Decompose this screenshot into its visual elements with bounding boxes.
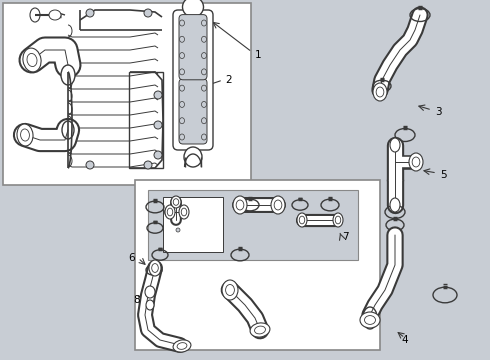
Ellipse shape — [154, 121, 162, 129]
Ellipse shape — [176, 228, 180, 232]
Ellipse shape — [144, 9, 152, 17]
Ellipse shape — [201, 36, 206, 42]
Bar — [163, 197, 223, 252]
FancyBboxPatch shape — [173, 10, 213, 150]
Ellipse shape — [179, 69, 185, 75]
Text: 4: 4 — [402, 335, 408, 345]
Bar — [129, 72, 163, 168]
Ellipse shape — [222, 280, 238, 300]
Ellipse shape — [182, 0, 203, 17]
Ellipse shape — [86, 9, 94, 17]
Text: 3: 3 — [435, 107, 441, 117]
Ellipse shape — [154, 91, 162, 99]
Ellipse shape — [61, 65, 75, 85]
Ellipse shape — [49, 10, 61, 20]
Ellipse shape — [201, 134, 206, 140]
Ellipse shape — [154, 151, 162, 159]
FancyBboxPatch shape — [179, 15, 207, 80]
Bar — [64, 72, 132, 168]
Ellipse shape — [149, 260, 161, 276]
Ellipse shape — [390, 138, 400, 152]
Ellipse shape — [30, 8, 40, 22]
Ellipse shape — [17, 124, 33, 146]
Ellipse shape — [179, 36, 185, 42]
Ellipse shape — [179, 85, 185, 91]
Ellipse shape — [86, 161, 94, 169]
Text: 1: 1 — [255, 50, 262, 60]
Ellipse shape — [23, 48, 41, 72]
Bar — [135, 180, 380, 350]
FancyBboxPatch shape — [179, 79, 207, 144]
Ellipse shape — [390, 198, 400, 212]
Ellipse shape — [333, 213, 343, 227]
Ellipse shape — [233, 196, 247, 214]
Ellipse shape — [184, 147, 202, 167]
Ellipse shape — [201, 85, 206, 91]
Ellipse shape — [165, 205, 175, 219]
Text: 2: 2 — [225, 75, 232, 85]
Text: 8: 8 — [133, 295, 140, 305]
Ellipse shape — [171, 196, 181, 208]
Ellipse shape — [201, 69, 206, 75]
Ellipse shape — [144, 161, 152, 169]
Ellipse shape — [201, 118, 206, 124]
Ellipse shape — [179, 102, 185, 107]
Ellipse shape — [62, 121, 74, 139]
Ellipse shape — [201, 102, 206, 107]
Text: 7: 7 — [342, 232, 348, 242]
Ellipse shape — [179, 118, 185, 124]
Ellipse shape — [373, 83, 387, 101]
Ellipse shape — [179, 20, 185, 26]
Ellipse shape — [360, 312, 380, 328]
Ellipse shape — [201, 53, 206, 59]
Ellipse shape — [271, 196, 285, 214]
Ellipse shape — [179, 53, 185, 59]
Ellipse shape — [179, 134, 185, 140]
Bar — [148, 190, 358, 260]
Ellipse shape — [146, 300, 154, 310]
Ellipse shape — [250, 323, 270, 337]
Bar — [3, 3, 251, 185]
Ellipse shape — [145, 286, 155, 298]
Text: 6: 6 — [129, 253, 135, 263]
Text: 5: 5 — [440, 170, 446, 180]
Ellipse shape — [409, 153, 423, 171]
Ellipse shape — [201, 20, 206, 26]
Ellipse shape — [297, 213, 307, 227]
Ellipse shape — [179, 205, 189, 219]
Ellipse shape — [173, 340, 191, 352]
